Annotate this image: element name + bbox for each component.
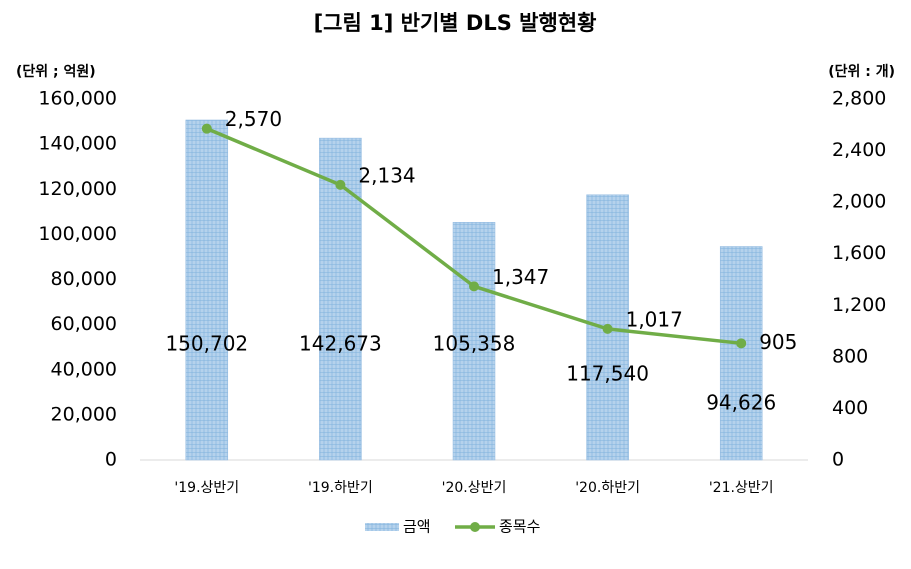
y2-tick-label: 1,600	[832, 242, 886, 264]
y-tick-label: 60,000	[51, 313, 117, 335]
y-tick-label: 20,000	[51, 403, 117, 425]
y2-tick-label: 800	[832, 345, 868, 367]
bar	[319, 137, 362, 461]
x-tick-label: '20.하반기	[575, 480, 640, 496]
bar-value-label: 105,358	[433, 332, 516, 356]
legend-swatch	[365, 523, 399, 531]
line-value-label: 2,134	[358, 163, 415, 187]
y2-tick-label: 2,400	[832, 139, 886, 161]
legend-label: 종목수	[499, 518, 540, 536]
line-marker	[736, 338, 747, 349]
line-marker	[335, 179, 346, 190]
x-tick-label: '19.하반기	[308, 480, 373, 496]
y-tick-label: 100,000	[38, 223, 117, 245]
bar-value-label: 142,673	[299, 332, 382, 356]
x-tick-label: '19.상반기	[174, 480, 239, 496]
line-value-label: 1,347	[492, 265, 549, 289]
x-tick-label: '21.상반기	[709, 480, 774, 496]
line-marker	[469, 281, 479, 292]
x-tick-label: '20.상반기	[442, 480, 507, 496]
y2-tick-label: 400	[832, 397, 868, 419]
y2-axis-unit: (단위 : 개)	[828, 63, 895, 80]
y2-tick-label: 2,800	[832, 88, 886, 110]
y2-tick-label: 0	[832, 449, 844, 471]
legend-swatch	[470, 522, 480, 532]
bar-value-label: 150,702	[165, 332, 248, 356]
y-tick-label: 0	[105, 449, 117, 471]
chart-title: [그림 1] 반기별 DLS 발행현황	[314, 11, 597, 35]
bar	[719, 246, 763, 461]
bar	[185, 119, 229, 461]
line-marker	[201, 123, 212, 134]
y-tick-label: 40,000	[51, 358, 117, 380]
y-axis-unit: (단위 ; 억원)	[16, 63, 96, 80]
bar	[452, 222, 496, 461]
line-value-label: 905	[759, 330, 797, 354]
line-marker	[602, 323, 613, 334]
y-tick-label: 140,000	[38, 133, 117, 155]
y-tick-label: 120,000	[38, 178, 117, 200]
line-value-label: 1,017	[626, 307, 683, 331]
bar-value-label: 117,540	[566, 362, 649, 386]
y2-tick-label: 1,200	[832, 294, 886, 316]
bar-value-label: 94,626	[706, 391, 776, 415]
y-tick-label: 160,000	[38, 88, 117, 110]
y2-tick-label: 2,000	[832, 191, 886, 213]
y-tick-label: 80,000	[51, 268, 117, 290]
line-value-label: 2,570	[225, 107, 282, 131]
legend-label: 금액	[403, 518, 431, 536]
